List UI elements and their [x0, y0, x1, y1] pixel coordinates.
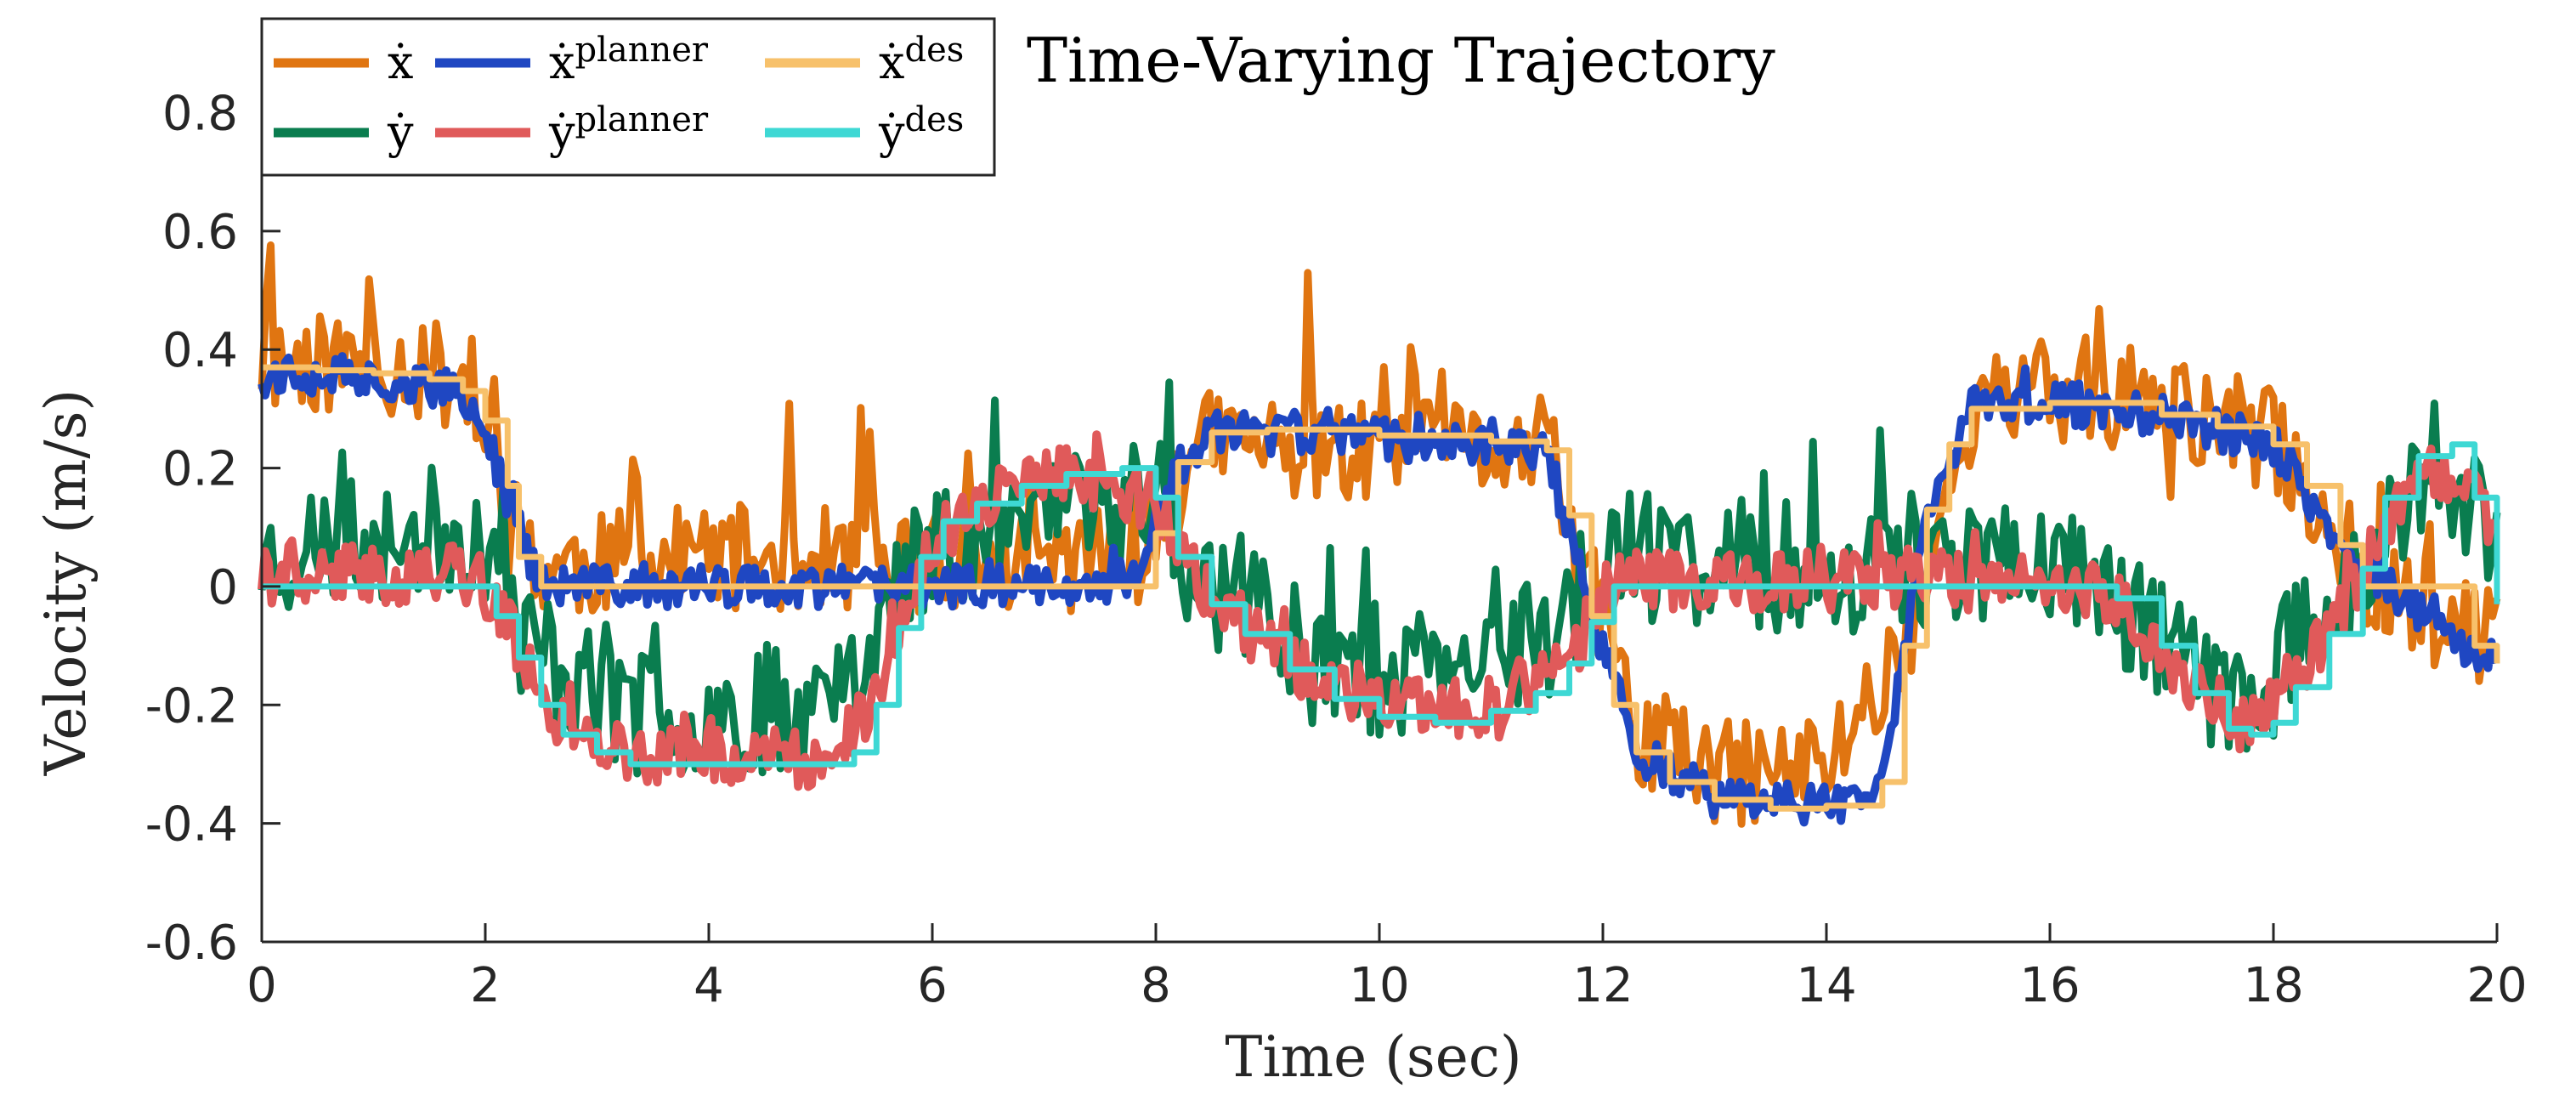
x-tick-label: 0: [246, 958, 277, 1013]
x-tick-label: 8: [1141, 958, 1171, 1013]
x-tick-label: 2: [470, 958, 501, 1013]
legend-label-y_dot_planner: ẏplanner: [548, 100, 709, 159]
y-tick-label: -0.4: [145, 797, 238, 853]
chart-title: Time-Varying Trajectory: [1027, 25, 1775, 96]
series-line-y_dot_des: [262, 441, 2500, 768]
legend-label-x_dot_des: ẋdes: [879, 31, 964, 89]
legend-box: [260, 17, 996, 177]
x-tick-label: 6: [917, 958, 948, 1013]
y-axis-title: Velocity (m/s): [33, 389, 99, 777]
legend: ẋ ẋplanner ẋdes ẏ ẏplanner ẏdes: [260, 17, 996, 177]
x-tick-label: 18: [2243, 958, 2303, 1013]
y-tick-label: -0.2: [145, 678, 238, 734]
y-tick-label: 0: [207, 560, 238, 615]
x-tick-label: 10: [1349, 958, 1409, 1013]
x-tick-label: 20: [2466, 958, 2527, 1013]
series-line-y_dot: [258, 378, 2501, 778]
ticks-layer: 0 2 4 6 8 10 12 14 16 18 20 -0.6 -0.4 -0.2 0 0.2 0.4 0.6 0…: [145, 87, 2528, 1013]
x-axis-title: Time (sec): [1225, 1024, 1521, 1090]
y-tick-label: 0.8: [162, 87, 238, 142]
legend-label-y_dot: ẏ: [387, 105, 414, 159]
legend-label-y_dot_des: ẏdes: [878, 100, 964, 159]
y-tick-label: 0.6: [162, 205, 238, 260]
legend-label-x_dot: ẋ: [388, 36, 413, 89]
y-tick-label: 0.2: [162, 442, 238, 497]
x-tick-label: 14: [1796, 958, 1856, 1013]
y-tick-label: 0.4: [162, 323, 238, 378]
series-line-y_dot_planner: [258, 430, 2497, 791]
x-tick-label: 4: [694, 958, 724, 1013]
legend-label-x_dot_planner: ẋplanner: [549, 31, 709, 89]
series-layer: [258, 241, 2501, 828]
x-tick-label: 12: [1572, 958, 1633, 1013]
x-tick-label: 16: [2019, 958, 2080, 1013]
y-tick-label: -0.6: [145, 916, 238, 971]
